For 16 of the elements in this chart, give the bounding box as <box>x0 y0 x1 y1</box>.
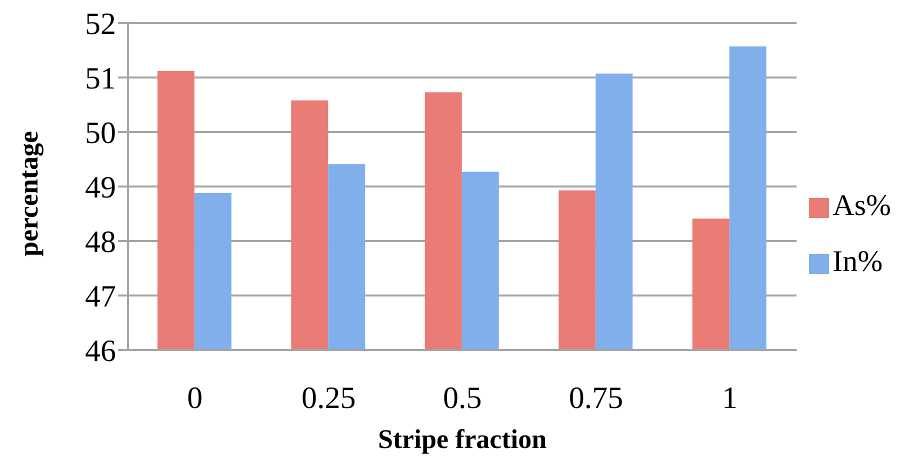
x-tick-label: 0 <box>187 380 203 416</box>
y-tick-label: 46 <box>85 333 116 368</box>
y-axis-title: percentage <box>14 131 44 256</box>
legend-label: In% <box>832 245 883 278</box>
y-tick-label: 47 <box>85 278 116 314</box>
y-tick-label: 49 <box>85 170 116 205</box>
y-tick-label: 52 <box>85 6 116 42</box>
x-tick-label: 1 <box>722 380 738 416</box>
x-axis-title: Stripe fraction <box>378 424 547 454</box>
legend-label: As% <box>832 189 891 222</box>
y-tick-label: 48 <box>85 224 116 260</box>
y-tick-label: 51 <box>85 60 116 96</box>
y-tick-label: 50 <box>85 115 116 150</box>
x-tick-label: 0.5 <box>442 380 482 416</box>
x-tick-label: 0.75 <box>568 380 624 416</box>
x-tick-label: 0.25 <box>301 380 356 416</box>
